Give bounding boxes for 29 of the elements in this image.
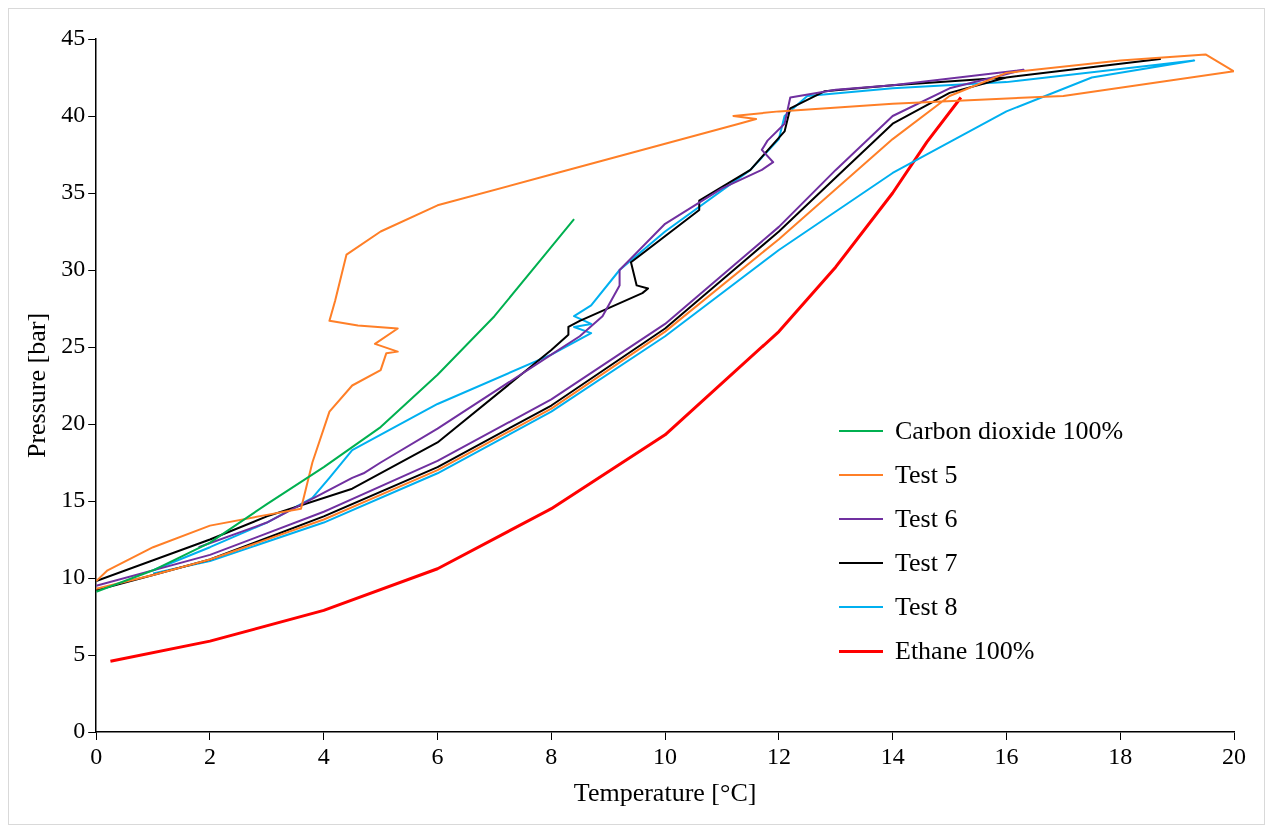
y-tick-label: 10	[61, 563, 86, 590]
y-tick-label: 35	[61, 178, 86, 205]
y-tick-label: 30	[61, 255, 86, 282]
x-tick-label: 2	[203, 742, 216, 769]
y-axis-title: Pressure [bar]	[22, 312, 52, 459]
y-tick-label: 20	[61, 409, 86, 436]
y-tick-label: 25	[61, 332, 86, 359]
y-tick-label: 0	[73, 717, 86, 744]
x-tick-label: 16	[994, 742, 1019, 769]
x-tick-label: 14	[880, 742, 905, 769]
x-tick-label: 0	[90, 742, 103, 769]
y-tick-label: 40	[61, 101, 86, 128]
y-tick-label: 5	[73, 640, 86, 667]
legend-label: Test 5	[895, 459, 958, 491]
legend-label: Carbon dioxide 100%	[895, 415, 1124, 447]
x-tick-label: 12	[766, 742, 791, 769]
legend-label: Test 7	[895, 547, 958, 579]
x-tick-label: 8	[545, 742, 558, 769]
x-tick-label: 6	[431, 742, 444, 769]
x-tick-label: 20	[1222, 742, 1246, 769]
legend-label: Test 6	[895, 503, 958, 535]
legend-label: Test 8	[895, 591, 958, 623]
x-tick-label: 10	[653, 742, 678, 769]
x-axis-title: Temperature [°C]	[573, 778, 757, 808]
y-tick-label: 15	[61, 486, 86, 513]
x-tick-label: 4	[317, 742, 330, 769]
legend-label: Ethane 100%	[895, 635, 1035, 667]
x-tick-label: 18	[1108, 742, 1133, 769]
y-tick-label: 45	[61, 24, 86, 51]
